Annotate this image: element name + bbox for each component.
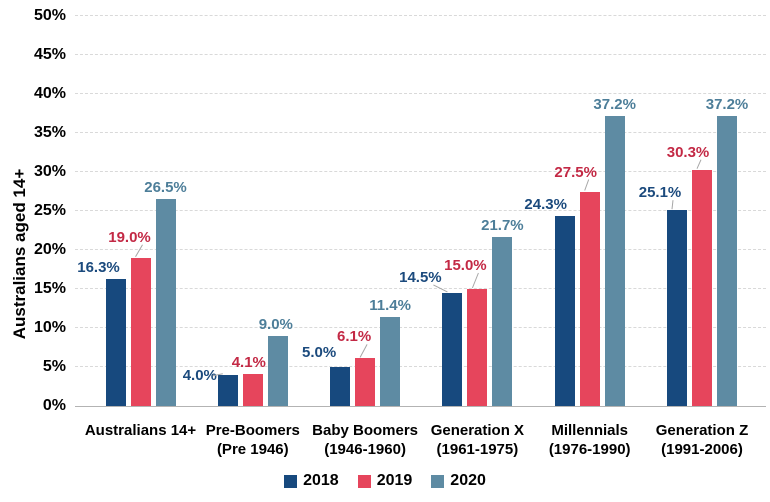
x-label-millennials: Millennials (1976-1990)	[531, 421, 649, 459]
bar-2019-pre-boomers	[242, 374, 263, 406]
gridline	[75, 249, 766, 250]
leader-lines	[135, 159, 702, 377]
value-label-2018-generation-z: 25.1%	[638, 184, 682, 202]
gridline	[75, 288, 766, 289]
y-tick-label: 40%	[33, 85, 66, 102]
legend-label: 2020	[450, 472, 486, 489]
y-axis-ticks: 0% 5% 10% 15% 20% 25% 30% 35% 40% 45% 50%	[0, 7, 66, 414]
legend-item-2019: 2019	[357, 472, 413, 490]
bar-2018-millennials	[554, 216, 575, 406]
x-label-line1: Australians 14+	[84, 422, 197, 439]
bar-2018-generation-z	[667, 210, 687, 406]
value-label-2018-generation-x: 14.5%	[399, 268, 442, 286]
value-label-2020-australians-14: 26.5%	[144, 179, 187, 197]
y-tick-label: 25%	[33, 202, 66, 219]
x-label-pre-boomers: Pre-Boomers (Pre 1946)	[194, 421, 312, 459]
bar-2020-millennials	[604, 115, 625, 406]
value-label-2020-millennials: 37.2%	[593, 95, 636, 113]
x-label-line1: Generation Z	[655, 422, 749, 439]
bar-2019-generation-x	[467, 289, 488, 406]
value-label-2019-australians-14: 19.0%	[108, 228, 151, 246]
bar-2018-pre-boomers	[217, 374, 238, 406]
value-label-2020-generation-x: 21.7%	[481, 216, 524, 234]
gridline	[75, 93, 766, 94]
bar-2018-baby-boomers	[330, 367, 351, 406]
value-label-2019-millennials: 27.5%	[554, 163, 597, 181]
bar-2019-generation-z	[692, 169, 712, 406]
y-tick-label: 30%	[33, 163, 66, 180]
value-label-2018-millennials: 24.3%	[524, 196, 567, 214]
y-tick-label: 15%	[33, 280, 66, 297]
y-tick-label: 0%	[42, 397, 66, 414]
legend: 2018 2019 2020	[0, 472, 770, 490]
value-label-2020-pre-boomers: 9.0%	[258, 315, 293, 333]
value-label-2018-baby-boomers: 5.0%	[301, 344, 337, 361]
bar-2019-baby-boomers	[355, 358, 376, 406]
y-tick-label: 20%	[33, 241, 66, 258]
legend-label: 2018	[303, 472, 339, 489]
legend-swatch-icon	[357, 474, 371, 488]
gridline	[75, 15, 766, 16]
bar-2020-pre-boomers	[267, 335, 288, 406]
y-tick-label: 5%	[42, 358, 66, 375]
x-label-line1: Baby Boomers	[312, 422, 419, 439]
bar-2018-generation-x	[442, 292, 463, 406]
bar-2020-baby-boomers	[380, 317, 401, 406]
legend-swatch-icon	[431, 474, 445, 488]
gridline	[75, 171, 766, 172]
plot-area: 16.3% 19.0% 26.5% 4.0% 4.1% 9.0% 5.0% 6.1% 11.4%…	[75, 15, 766, 407]
value-label-2018-pre-boomers: 4.0%	[182, 366, 217, 384]
leader-line	[135, 244, 143, 258]
value-label-2019-generation-x: 15.0%	[444, 257, 487, 274]
x-axis-labels: Australians 14+ Pre-Boomers (Pre 1946) Baby…	[75, 421, 766, 465]
x-label-line2: (Pre 1946)	[216, 441, 289, 458]
leader-line	[671, 200, 674, 210]
bar-2018-australians-14	[105, 278, 126, 406]
legend-swatch-icon	[284, 474, 298, 488]
value-label-2019-generation-z: 30.3%	[666, 143, 710, 161]
x-label-baby-boomers: Baby Boomers (1946-1960)	[306, 421, 424, 459]
bar-2020-australians-14	[155, 199, 176, 406]
y-tick-label: 10%	[33, 319, 66, 336]
value-label-2020-generation-z: 37.2%	[705, 95, 749, 113]
gridline	[75, 366, 766, 367]
bar-2020-generation-z	[717, 115, 737, 406]
x-axis-line	[75, 406, 766, 407]
x-label-line2: (1961-1975)	[436, 441, 519, 458]
y-tick-label: 35%	[33, 124, 66, 141]
x-label-line2: (1946-1960)	[324, 441, 406, 458]
leader-line	[584, 179, 590, 191]
x-label-australians-14: Australians 14+	[82, 421, 200, 440]
x-label-line2: (1991-2006)	[661, 441, 743, 458]
x-label-line1: Pre-Boomers	[205, 422, 300, 439]
value-label-2019-pre-boomers: 4.1%	[231, 354, 266, 372]
bar-2019-millennials	[579, 191, 600, 406]
x-label-line1: Millennials	[551, 422, 629, 439]
x-label-generation-z: Generation Z (1991-2006)	[643, 421, 761, 459]
x-label-generation-x: Generation X (1961-1975)	[418, 421, 536, 459]
bar-2020-generation-x	[492, 236, 513, 406]
leader-line	[696, 159, 702, 169]
value-label-2018-australians-14: 16.3%	[77, 258, 120, 276]
value-label-2019-baby-boomers: 6.1%	[336, 328, 372, 346]
legend-item-2020: 2020	[431, 472, 486, 490]
legend-item-2018: 2018	[284, 472, 339, 490]
gridline	[75, 327, 766, 328]
legend-label: 2019	[376, 472, 413, 489]
leader-line	[471, 272, 479, 289]
x-label-line2: (1976-1990)	[548, 441, 631, 458]
value-label-2020-baby-boomers: 11.4%	[369, 297, 411, 315]
y-tick-label: 45%	[33, 46, 66, 63]
y-tick-label: 50%	[33, 7, 66, 24]
leader-line	[359, 344, 368, 358]
gridline	[75, 132, 766, 133]
gridline	[75, 54, 766, 55]
x-label-line1: Generation X	[430, 422, 525, 439]
gridline	[75, 210, 766, 211]
bar-2019-australians-14	[130, 257, 151, 406]
